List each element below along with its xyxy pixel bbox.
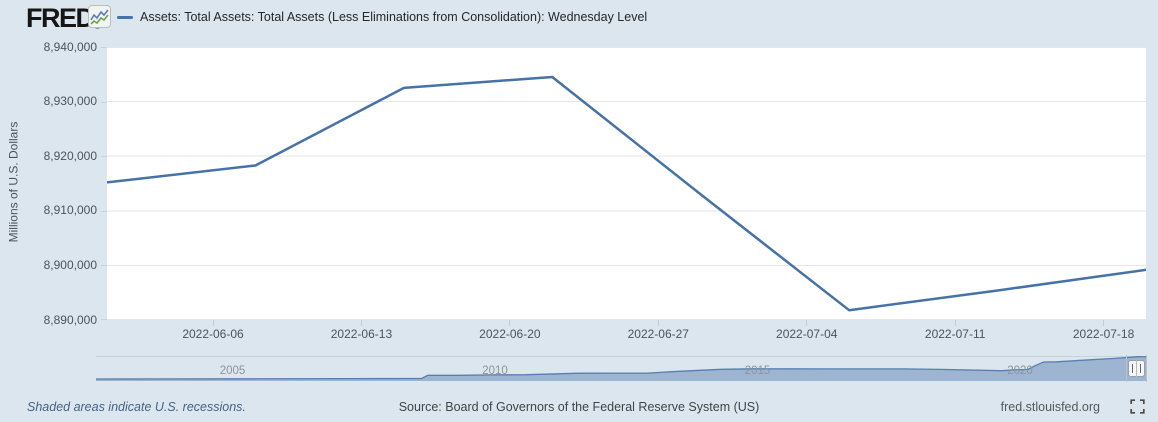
y-axis-tick-mark	[101, 101, 107, 103]
y-axis-tick-mark	[101, 265, 107, 267]
y-axis-tick-label: 8,890,000	[43, 312, 97, 327]
handle-divider	[1136, 360, 1137, 377]
header-bar: FRED® Assets: Total Assets: Total Assets…	[0, 0, 1158, 34]
x-axis-tick-label: 2022-06-27	[627, 327, 689, 341]
x-axis-tick-label: 2022-07-04	[776, 327, 838, 341]
x-axis-tick-mark	[1103, 320, 1105, 326]
legend-line-swatch	[117, 15, 133, 19]
y-axis-tick-mark	[101, 156, 107, 158]
x-axis-tick-mark	[212, 320, 214, 326]
recession-note-link[interactable]: Shaded areas indicate U.S. recessions.	[27, 400, 246, 414]
x-axis-tick-mark	[806, 320, 808, 326]
series-legend: Assets: Total Assets: Total Assets (Less…	[117, 9, 647, 25]
y-axis-tick-label: 8,910,000	[43, 203, 97, 218]
x-axis-tick-label: 2022-06-20	[479, 327, 541, 341]
fred-url-link[interactable]: fred.stlouisfed.org	[1000, 400, 1100, 414]
navigator-year-label: 2005	[219, 365, 246, 377]
x-axis-tick-label: 2022-06-06	[182, 327, 244, 341]
x-axis-tick-mark	[657, 320, 659, 326]
y-axis-tick-label: 8,930,000	[43, 94, 97, 109]
y-axis-tick-mark	[101, 319, 107, 320]
series-legend-label: Assets: Total Assets: Total Assets (Less…	[140, 10, 648, 24]
y-axis-tick-mark	[101, 210, 107, 212]
y-axis-title: Millions of U.S. Dollars	[6, 121, 21, 243]
range-selector-handle[interactable]	[1128, 360, 1145, 377]
y-axis-tick-label: 8,940,000	[43, 39, 97, 54]
x-axis-tick-mark	[509, 320, 511, 326]
footer-bar: Shaded areas indicate U.S. recessions. S…	[0, 394, 1158, 422]
x-axis-tick-label: 2022-07-18	[1072, 327, 1135, 341]
navigator-year-label: 2010	[482, 365, 508, 377]
x-axis-tick-mark	[360, 320, 362, 326]
range-handle-right-post[interactable]	[1146, 355, 1147, 382]
x-axis-tick-label: 2022-07-11	[924, 327, 986, 341]
navigator-area-chart	[96, 356, 1146, 381]
navigator-year-label: 2015	[744, 365, 771, 377]
fred-sparkline-icon	[88, 5, 111, 28]
main-chart-plot-area[interactable]	[107, 47, 1146, 320]
navigator-top-border	[96, 356, 1147, 357]
series-line	[107, 75, 1146, 312]
navigator-year-label: 2020	[1007, 365, 1033, 377]
fullscreen-button[interactable]	[1130, 399, 1145, 414]
range-selector[interactable]	[96, 356, 1146, 381]
main-chart-svg	[107, 47, 1146, 320]
range-handle-left-post[interactable]	[1126, 355, 1127, 382]
source-link[interactable]: Source: Board of Governors of the Federa…	[398, 400, 760, 414]
navigator-line	[96, 356, 1146, 380]
x-axis-tick-mark	[954, 320, 956, 326]
y-axis-tick-label: 8,900,000	[43, 257, 97, 272]
x-axis-tick-label: 2022-06-13	[330, 327, 393, 341]
y-axis-tick-mark	[101, 47, 107, 48]
y-axis-tick-label: 8,920,000	[43, 148, 97, 163]
handle-grip-icon	[1132, 364, 1133, 373]
navigator-area-fill	[96, 356, 1146, 381]
handle-grip-icon	[1140, 364, 1141, 373]
